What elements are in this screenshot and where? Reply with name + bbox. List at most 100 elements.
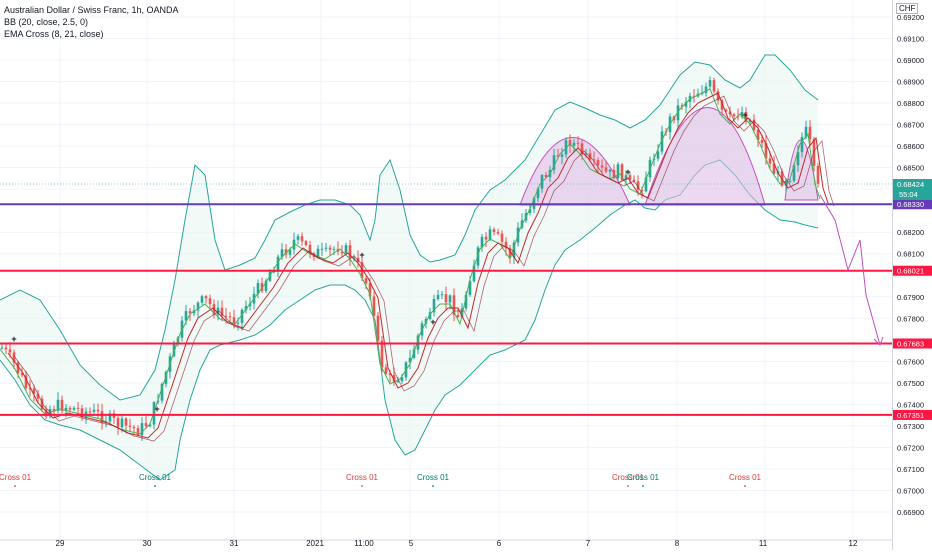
symbol-title[interactable]: Australian Dollar / Swiss Franc, 1h, OAN… [4, 5, 179, 15]
candle-body [244, 306, 248, 310]
candle-body [40, 398, 44, 410]
candle-body [556, 155, 560, 157]
chart-area[interactable]: Cross 01 Cross 01 Cross 01 Cross 01 Cross 01… [0, 0, 892, 550]
time-axis-label: 5 [409, 539, 414, 548]
candle-body [760, 140, 764, 143]
candle-body [324, 247, 328, 249]
candle-body [704, 86, 708, 94]
cross-marker-label: Cross 01 [417, 473, 450, 482]
candle-body [388, 373, 392, 375]
price-axis-label: 0.66900 [897, 508, 924, 517]
candle-body [444, 294, 448, 303]
time-axis-label: 12 [849, 539, 858, 548]
ema-indicator-label[interactable]: EMA Cross (8, 21, close) [4, 29, 104, 39]
candle-body [568, 140, 572, 146]
candle-body [800, 137, 804, 152]
candle-body [364, 278, 368, 284]
candle-body [412, 349, 416, 358]
candle-body [756, 129, 760, 141]
price-axis-label: 0.67300 [897, 422, 924, 431]
candle-body [96, 409, 100, 412]
candle-body [200, 296, 204, 303]
candle-body [20, 373, 24, 376]
candle-body [72, 407, 76, 410]
candle-body [680, 105, 684, 107]
candle-body [796, 151, 800, 166]
candle-body [604, 167, 608, 172]
cross-marker-label: Cross 01 [346, 473, 379, 482]
candle-body [432, 299, 436, 313]
time-axis: 29 30 31 2021 11:00 5 6 7 8 11 12 [56, 539, 858, 548]
candle-body [44, 409, 48, 417]
candle-body [160, 383, 164, 401]
price-axis-label: 0.67400 [897, 400, 924, 409]
candle-body [748, 119, 752, 122]
candle-body [464, 294, 468, 309]
candle-body [236, 322, 240, 324]
candle-body [260, 283, 264, 291]
ema-lines [0, 88, 835, 442]
candle-body [380, 340, 384, 368]
candle-body [264, 280, 268, 291]
candle-body [108, 413, 112, 422]
currency-label[interactable]: CHF [896, 3, 919, 14]
candle-body [296, 236, 300, 240]
candle-body [136, 428, 140, 436]
price-badge-countdown: 55:04 [899, 190, 918, 199]
candle-body [768, 158, 772, 164]
candle-body [636, 181, 640, 190]
candle-body [328, 247, 332, 250]
candle-body [716, 91, 720, 101]
candle-body [144, 423, 148, 427]
candle-body [216, 307, 220, 315]
candle-body [376, 315, 380, 341]
candle-body [164, 371, 168, 384]
candle-body [220, 307, 224, 316]
price-axis-label: 0.69100 [897, 35, 924, 44]
candle-body [124, 418, 128, 426]
candle-body [452, 295, 456, 315]
candle-body [28, 387, 32, 389]
candle-body [500, 233, 504, 242]
candle-body [140, 423, 144, 436]
candle-body [228, 316, 232, 318]
price-axis-label: 0.67900 [897, 293, 924, 302]
candle-body [372, 296, 376, 316]
candle-body [64, 407, 68, 411]
price-badge [893, 265, 932, 276]
candle-body [504, 241, 508, 249]
time-axis-label: 7 [586, 539, 591, 548]
price-axis-label: 0.69000 [897, 56, 924, 65]
price-badge-label: 0.68021 [897, 267, 924, 276]
price-axis-label: 0.68600 [897, 142, 924, 151]
candle-body [708, 80, 712, 87]
candle-body [640, 189, 644, 192]
candle-body [184, 311, 188, 321]
candle-body [492, 229, 496, 233]
candle-body [396, 381, 400, 383]
candle-body [232, 317, 236, 324]
candle-body [76, 407, 80, 409]
candle-body [572, 142, 576, 146]
candle-body [440, 294, 444, 296]
candle-body [80, 408, 84, 417]
candle-body [120, 418, 124, 428]
candle-body [316, 248, 320, 257]
candle-body [148, 424, 152, 427]
price-axis[interactable]: 0.69200 0.69100 0.69000 0.68900 0.68800 0.687… [892, 0, 932, 550]
chart-legend: Australian Dollar / Swiss Franc, 1h, OAN… [4, 4, 179, 40]
candle-body [624, 175, 628, 180]
time-axis-label: 6 [497, 539, 502, 548]
projection-arrowhead [873, 336, 884, 346]
bb-indicator-label[interactable]: BB (20, close, 2.5, 0) [4, 17, 89, 27]
cross-marker-dot [432, 485, 434, 487]
price-chart[interactable]: Cross 01 Cross 01 Cross 01 Cross 01 Cross 01… [0, 0, 892, 550]
candle-body [576, 142, 580, 144]
candle-body [36, 393, 40, 399]
candle-body [808, 126, 812, 140]
candle-body [600, 165, 604, 168]
candle-body [172, 342, 176, 357]
candle-body [552, 155, 556, 170]
cross-marker-dot [154, 485, 156, 487]
candle-body [580, 143, 584, 155]
